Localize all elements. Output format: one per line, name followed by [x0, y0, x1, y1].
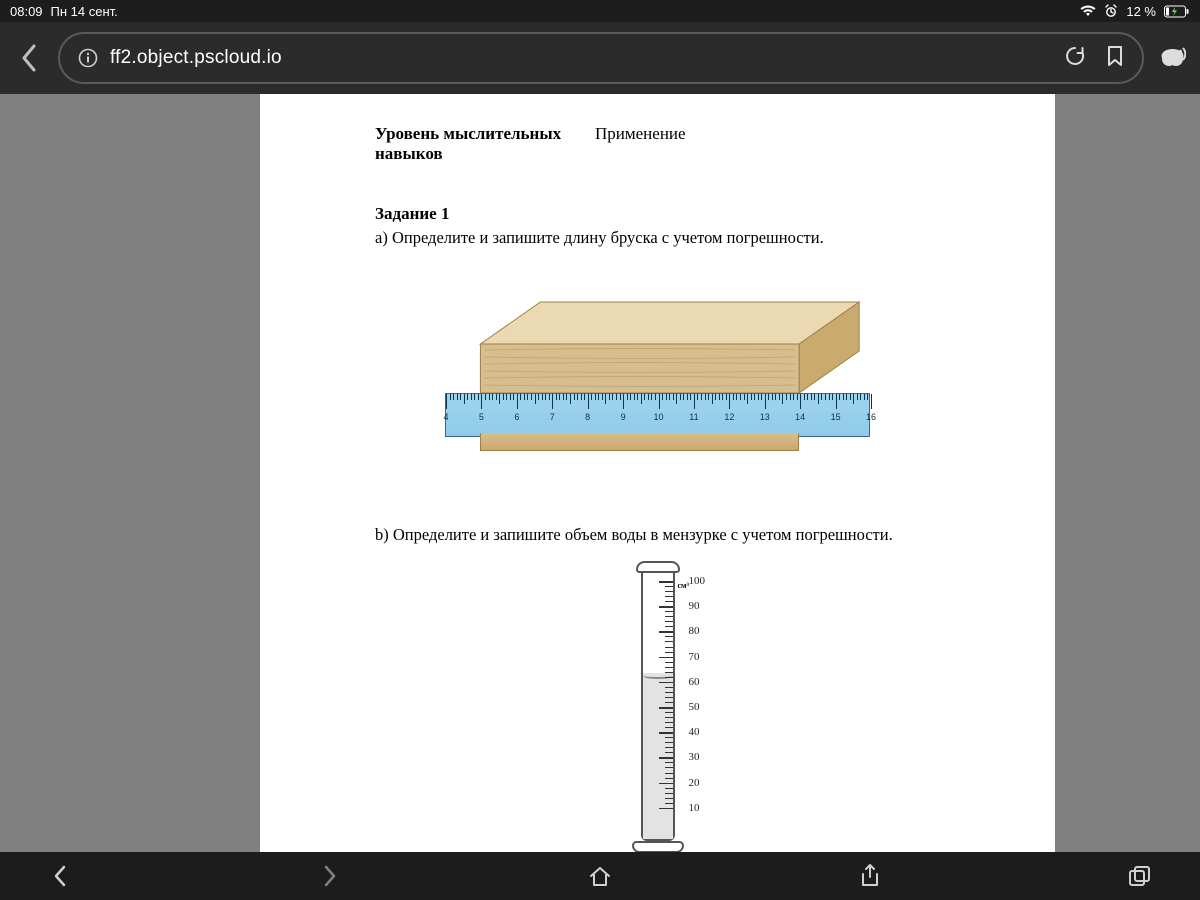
alarm-icon: [1104, 4, 1118, 18]
reload-icon[interactable]: [1064, 45, 1086, 72]
history-back-button[interactable]: [40, 865, 80, 887]
status-date: Пн 14 сент.: [51, 4, 118, 19]
reader-voice-icon[interactable]: [1158, 46, 1186, 70]
status-bar: 08:09 Пн 14 сент. 12 %: [0, 0, 1200, 22]
cylinder-unit: см³: [678, 581, 689, 590]
url-text: ff2.object.pscloud.io: [110, 47, 282, 69]
status-time: 08:09: [10, 4, 43, 19]
bookmark-icon[interactable]: [1106, 45, 1124, 72]
home-button[interactable]: [580, 865, 620, 887]
question-a: а) Определите и запишите длину бруска с …: [375, 228, 940, 248]
back-button[interactable]: [14, 38, 44, 78]
graduated-cylinder: 102030405060708090100 см³: [632, 561, 684, 851]
battery-icon: [1164, 5, 1190, 18]
ruler: 45678910111213141516: [445, 393, 870, 437]
block-front-lower: [480, 433, 799, 451]
battery-percent: 12 %: [1126, 4, 1156, 19]
question-b: b) Определите и запишите объем воды в ме…: [375, 525, 940, 545]
task-title: Задание 1: [375, 204, 940, 224]
address-bar[interactable]: ff2.object.pscloud.io: [58, 32, 1144, 84]
tabs-button[interactable]: [1120, 865, 1160, 887]
figure-ruler-block: 45678910111213141516: [445, 274, 870, 449]
document-page: Уровень мыслительных навыков Применение …: [260, 94, 1055, 852]
bottom-toolbar: [0, 852, 1200, 900]
site-info-icon[interactable]: [78, 48, 98, 68]
history-fwd-button[interactable]: [310, 865, 350, 887]
page-viewport[interactable]: Уровень мыслительных навыков Применение …: [0, 94, 1200, 852]
skills-label: Уровень мыслительных навыков: [375, 124, 595, 164]
skills-value: Применение: [595, 124, 686, 164]
browser-toolbar: ff2.object.pscloud.io: [0, 22, 1200, 94]
wifi-icon: [1080, 5, 1096, 17]
share-button[interactable]: [850, 864, 890, 888]
